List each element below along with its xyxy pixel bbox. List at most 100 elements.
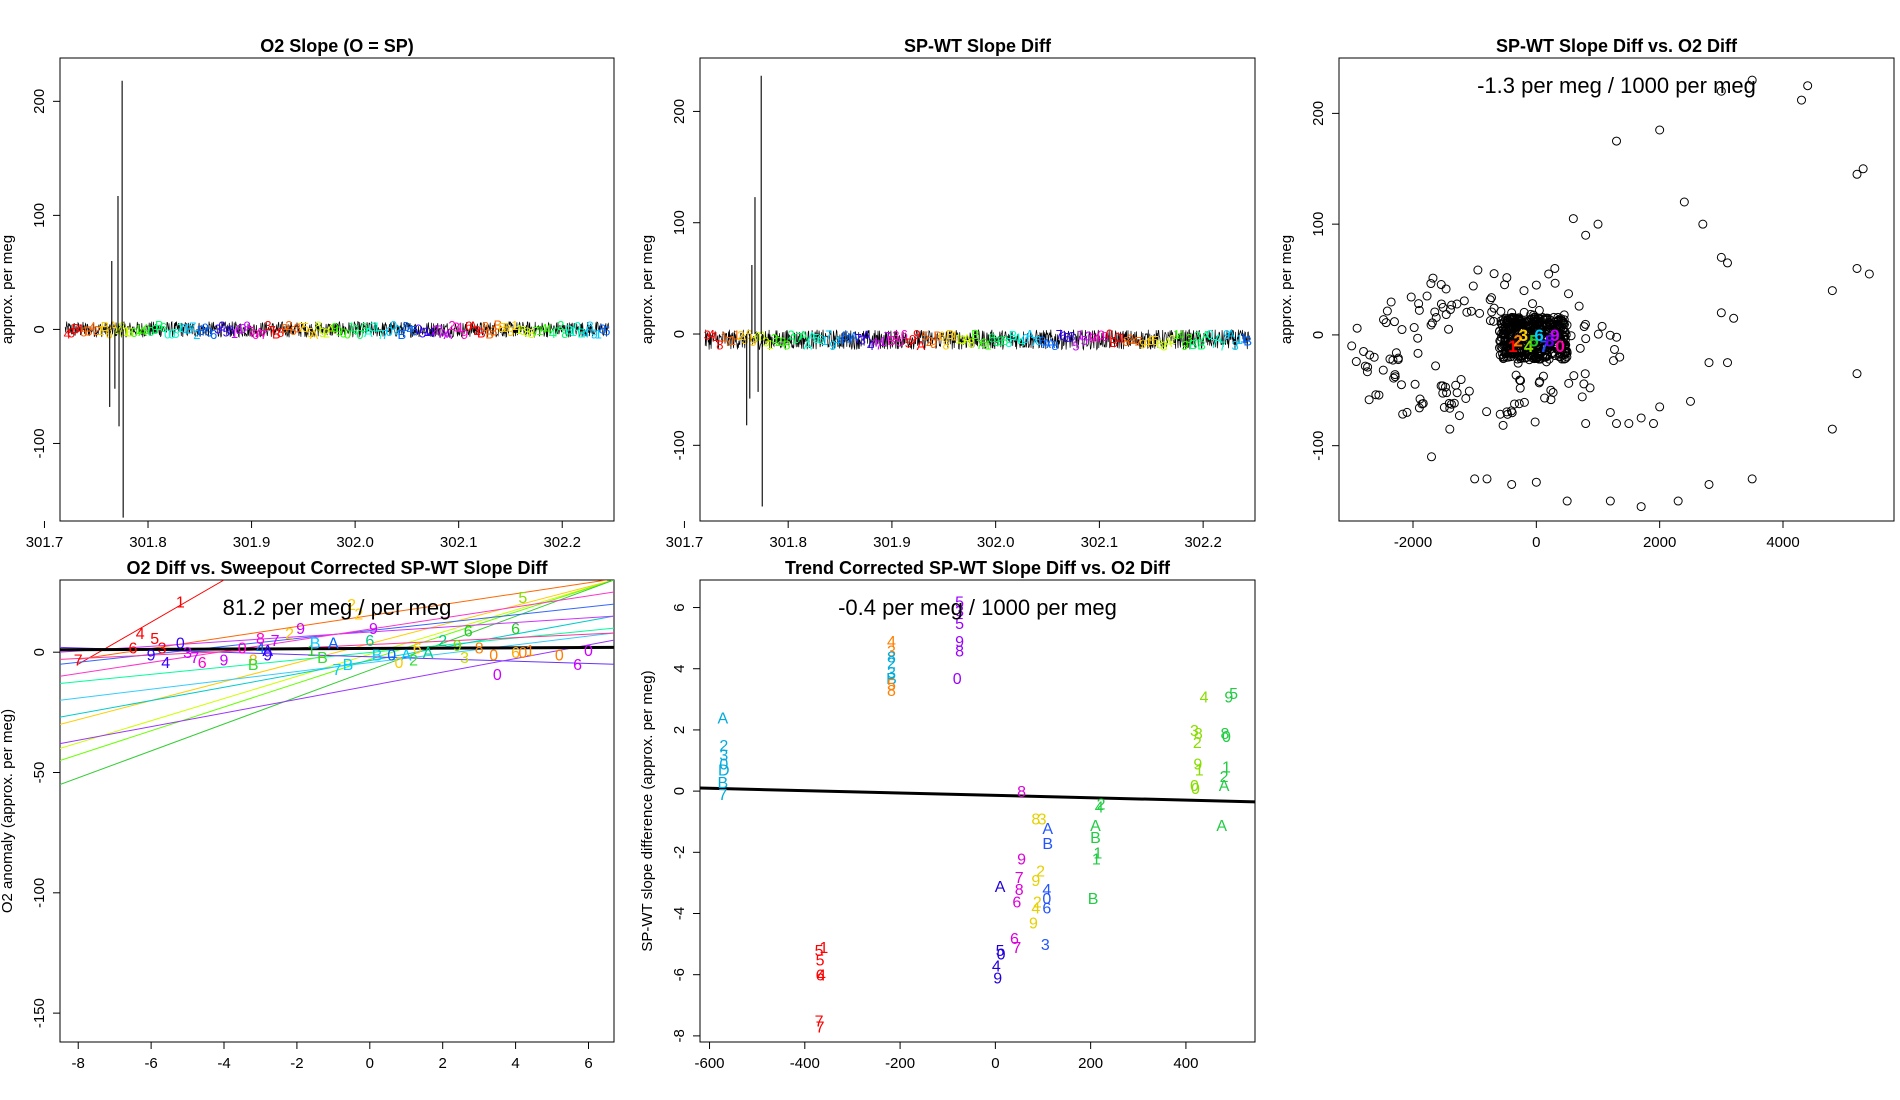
scatter-point	[1581, 230, 1591, 240]
point-label: 9	[1224, 689, 1233, 706]
scatter-point	[1612, 332, 1622, 342]
scatter-point	[1431, 361, 1441, 371]
point-label: 6	[1534, 326, 1543, 345]
point-label: 7	[816, 1020, 825, 1037]
point-label: 9	[591, 327, 598, 342]
scatter-point	[1378, 365, 1388, 375]
scatter-point	[1543, 313, 1553, 323]
point-label: 7	[436, 323, 443, 338]
scatter-point	[1593, 219, 1603, 229]
x-tick-label: 302.0	[977, 534, 1015, 551]
point-label: 3	[206, 324, 213, 339]
point-label: 8	[524, 324, 531, 339]
scatter-point	[1430, 307, 1440, 317]
point-label: B	[946, 327, 955, 342]
point-label: 9	[220, 652, 229, 669]
scatter-point	[1747, 75, 1757, 85]
point-label: 3	[719, 747, 728, 764]
point-label: B	[498, 320, 507, 335]
point-label: A	[326, 322, 335, 337]
scatter-point	[1577, 392, 1587, 402]
scatter-point	[1470, 474, 1480, 484]
scatter-point	[1698, 219, 1708, 229]
scatter-point	[1569, 371, 1579, 381]
scatter-point	[1426, 320, 1436, 330]
scatter-point	[1550, 323, 1560, 333]
point-label: A	[1219, 778, 1230, 795]
y-tick-label: -100	[671, 430, 688, 460]
point-label: 2	[1127, 332, 1134, 347]
point-label: 7	[532, 324, 539, 339]
point-label: 2	[737, 328, 744, 343]
scatter-point	[1545, 318, 1555, 328]
scatter-point	[1485, 295, 1495, 305]
point-label: 3	[959, 333, 966, 348]
scatter-point	[1522, 331, 1532, 341]
point-label: 0	[1022, 331, 1029, 346]
point-label: 5	[518, 590, 527, 607]
point-label: 7	[1056, 327, 1063, 342]
point-label: A	[443, 327, 452, 342]
scatter-point	[1397, 325, 1407, 335]
point-label: 1	[1195, 763, 1204, 780]
scatter-point	[1396, 380, 1406, 390]
scatter-point	[1553, 315, 1563, 325]
point-label: A	[328, 636, 339, 653]
scatter-point	[1504, 325, 1514, 335]
point-label: 7	[260, 327, 267, 342]
scatter-point	[1438, 302, 1448, 312]
x-tick-label: 301.8	[129, 534, 167, 551]
point-label: 3	[779, 335, 786, 350]
point-label: 3	[1190, 723, 1199, 740]
y-tick-label: 6	[671, 603, 688, 611]
y-tick-label: -8	[671, 1029, 688, 1042]
point-label: 0	[415, 322, 422, 337]
trace-line	[64, 320, 610, 339]
scatter-point	[1461, 393, 1471, 403]
x-tick-label: 0	[991, 1055, 999, 1072]
point-label: 2	[193, 327, 200, 342]
trace-line	[704, 329, 1251, 351]
scatter-point	[1365, 350, 1375, 360]
slope-annotation: -1.3 per meg / 1000 per meg	[1477, 73, 1756, 98]
scatter-point	[1352, 323, 1362, 333]
scatter-point	[1347, 341, 1357, 351]
point-label: 2	[354, 607, 363, 624]
point-label: B	[272, 327, 281, 342]
point-label: 8	[528, 326, 535, 341]
chart-p3: SP-WT Slope Diff vs. O2 Diff approx. per …	[1278, 36, 1895, 551]
x-tick-label: 301.9	[873, 534, 911, 551]
point-label: 5	[996, 943, 1005, 960]
point-label: 2	[218, 318, 225, 333]
point-label: 3	[158, 640, 167, 657]
point-label: 0	[395, 655, 404, 672]
point-label: 6	[252, 327, 259, 342]
y-axis-label: approx. per meg	[1278, 235, 1295, 344]
point-label: 7	[1219, 338, 1226, 353]
scatter-point	[1533, 350, 1543, 360]
point-label: A	[262, 643, 273, 660]
y-tick-label: -2	[671, 846, 688, 859]
scatter-point	[1369, 352, 1379, 362]
point-label: 6	[1010, 931, 1019, 948]
point-label: 0	[1106, 327, 1113, 342]
scatter-point	[1605, 496, 1615, 506]
scatter-point	[1468, 281, 1478, 291]
scatter-point	[1704, 479, 1714, 489]
point-label: 6	[1060, 328, 1067, 343]
point-label: 4	[1095, 799, 1104, 816]
point-label: A	[1216, 818, 1227, 835]
scatter-point	[1402, 407, 1412, 417]
point-label: 0	[238, 640, 247, 657]
scatter-point	[1464, 386, 1474, 396]
point-label: B	[477, 326, 486, 341]
scatter-point	[1485, 316, 1495, 326]
scatter-point	[1510, 399, 1520, 409]
point-label: 4	[867, 338, 874, 353]
point-label: 3	[993, 334, 1000, 349]
point-label: 1	[177, 320, 184, 335]
point-label: 5	[896, 334, 903, 349]
scatter-point	[1451, 380, 1461, 390]
point-label: 4	[1177, 328, 1184, 343]
